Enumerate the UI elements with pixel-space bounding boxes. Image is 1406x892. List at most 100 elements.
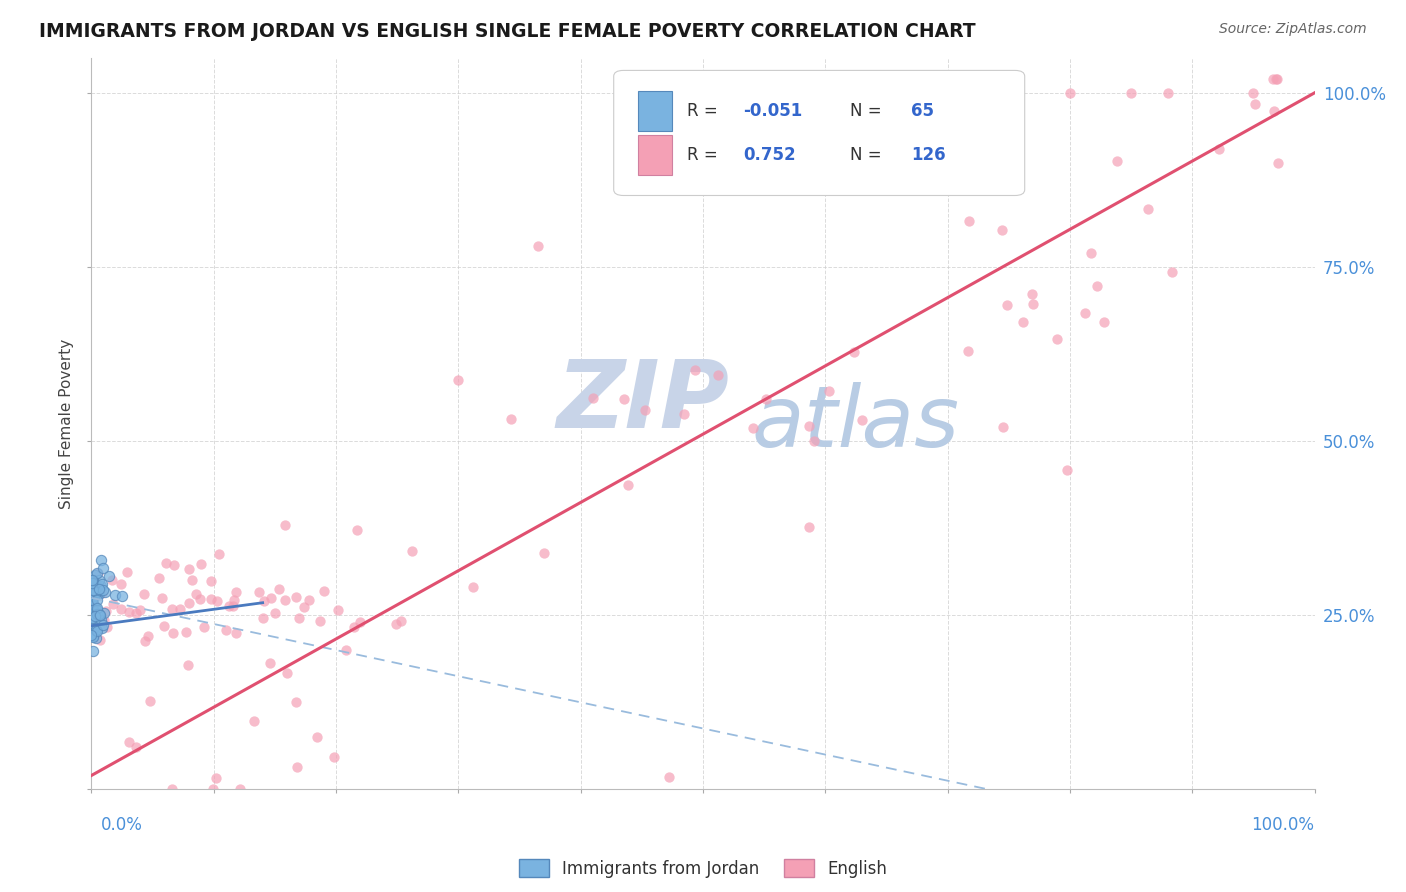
Point — [499, 412, 522, 426]
Point — [200, 591, 222, 606]
Point — [87, 587, 110, 601]
Text: 100.0%: 100.0% — [1251, 816, 1315, 834]
Point — [160, 782, 183, 797]
Point — [267, 582, 290, 597]
Text: Source: ZipAtlas.com: Source: ZipAtlas.com — [1219, 22, 1367, 37]
Point — [343, 620, 366, 634]
Point — [243, 714, 266, 729]
Point — [86, 579, 108, 593]
Point — [90, 579, 112, 593]
Point — [818, 384, 841, 398]
Point — [86, 603, 108, 617]
Point — [83, 611, 105, 625]
Point — [115, 566, 138, 580]
Point — [80, 584, 103, 599]
Point — [259, 656, 281, 670]
Point — [83, 621, 105, 635]
Point — [335, 643, 357, 657]
Point — [80, 623, 103, 637]
Point — [93, 585, 115, 599]
Point — [1261, 71, 1284, 86]
Point — [80, 627, 103, 641]
Point — [86, 600, 108, 615]
Point — [201, 782, 224, 797]
Point — [1059, 86, 1081, 100]
FancyBboxPatch shape — [638, 91, 672, 131]
Point — [93, 606, 115, 620]
Point — [83, 567, 105, 582]
Point — [82, 591, 104, 606]
Point — [1107, 153, 1129, 168]
Point — [87, 586, 110, 600]
Point — [89, 609, 111, 624]
Point — [294, 600, 316, 615]
Point — [1265, 71, 1288, 86]
Point — [1011, 315, 1033, 329]
Point — [82, 575, 104, 590]
Point — [527, 239, 550, 253]
Point — [401, 544, 423, 558]
Point — [755, 392, 778, 407]
Legend: Immigrants from Jordan, English: Immigrants from Jordan, English — [512, 853, 894, 885]
Point — [307, 730, 329, 744]
Point — [1243, 86, 1265, 100]
Point — [225, 585, 247, 599]
Point — [998, 86, 1021, 100]
Point — [152, 619, 174, 633]
Point — [177, 562, 200, 576]
Text: N =: N = — [849, 146, 882, 164]
Point — [89, 633, 111, 648]
Point — [83, 599, 105, 614]
Point — [1267, 156, 1289, 170]
Point — [844, 345, 866, 359]
Point — [118, 735, 141, 749]
Point — [87, 566, 110, 581]
Point — [80, 607, 103, 622]
Point — [89, 609, 111, 624]
Point — [83, 610, 105, 624]
Point — [385, 617, 408, 632]
Point — [1073, 306, 1095, 320]
Point — [838, 86, 860, 100]
Point — [613, 392, 636, 406]
Point — [208, 547, 231, 561]
Point — [264, 607, 287, 621]
Point — [259, 591, 281, 605]
Point — [180, 573, 202, 587]
Point — [218, 599, 240, 613]
Point — [138, 694, 160, 708]
Point — [582, 391, 605, 405]
Point — [349, 615, 371, 629]
Text: 0.0%: 0.0% — [101, 816, 143, 834]
Text: 0.752: 0.752 — [744, 146, 796, 164]
Point — [1046, 333, 1069, 347]
Point — [204, 771, 226, 785]
Point — [86, 566, 108, 581]
Point — [174, 624, 197, 639]
Point — [1265, 71, 1288, 86]
Point — [80, 595, 103, 609]
Point — [110, 577, 132, 591]
Point — [297, 592, 319, 607]
Point — [225, 625, 247, 640]
Point — [229, 782, 252, 797]
Point — [993, 419, 1015, 434]
Point — [82, 575, 104, 590]
Point — [200, 574, 222, 588]
Point — [328, 603, 350, 617]
Point — [991, 222, 1014, 236]
Point — [851, 413, 873, 427]
Point — [87, 582, 110, 597]
Point — [82, 605, 104, 619]
Point — [533, 545, 555, 559]
Point — [221, 599, 243, 614]
Point — [742, 420, 765, 434]
Point — [658, 770, 681, 784]
Point — [672, 407, 695, 421]
Point — [91, 561, 114, 575]
Point — [803, 434, 825, 448]
Point — [162, 626, 184, 640]
Point — [96, 620, 118, 634]
Point — [323, 750, 346, 764]
Point — [1085, 279, 1108, 293]
